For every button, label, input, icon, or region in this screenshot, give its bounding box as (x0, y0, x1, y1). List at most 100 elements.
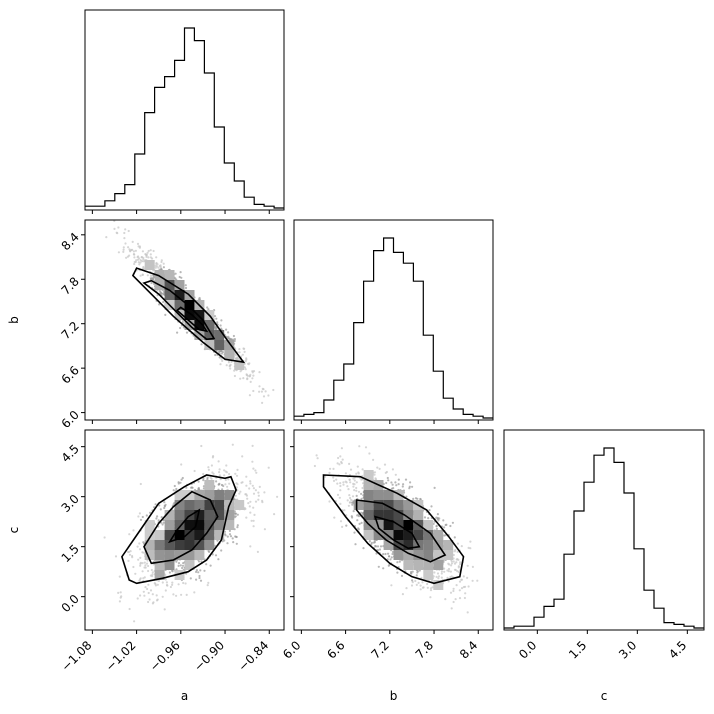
scatter-point (419, 497, 422, 501)
density-cell (214, 520, 225, 530)
density-cell (164, 270, 175, 280)
scatter-point (157, 266, 160, 269)
scatter-point (234, 354, 237, 357)
density-cell (184, 310, 195, 320)
scatter-point (219, 478, 222, 481)
histogram-line-c (504, 447, 704, 629)
scatter-point (234, 535, 237, 538)
scatter-point (228, 472, 231, 476)
scatter-point (139, 274, 142, 277)
contour-middle-c_vs_a (143, 490, 219, 565)
scatter-point (142, 590, 145, 593)
scatter-point (138, 512, 141, 515)
scatter-point (180, 463, 183, 466)
scatter-point (350, 501, 354, 504)
density-cell (184, 500, 195, 510)
scatter-point (164, 589, 167, 592)
scatter-point (273, 513, 276, 516)
scatter-point (471, 565, 474, 569)
scatter-point (236, 358, 239, 361)
scatter-point (220, 327, 223, 330)
scatter-point (113, 227, 116, 230)
scatter-point (206, 584, 209, 587)
scatter-point (149, 574, 152, 577)
density-cell (204, 540, 215, 550)
scatter-point (355, 489, 358, 492)
scatter-point (252, 519, 255, 522)
scatter-point (395, 484, 398, 487)
scatter-point (391, 552, 394, 556)
scatter-point (161, 523, 164, 526)
scatter-point (449, 524, 452, 528)
scatter-point (228, 482, 231, 485)
scatter-point (171, 583, 174, 587)
scatter-point (143, 594, 146, 597)
scatter-point (225, 464, 228, 467)
scatter-point (257, 498, 260, 501)
scatter-point (246, 374, 249, 377)
scatter-point (264, 390, 267, 393)
scatter-point (236, 513, 239, 516)
scatter-point (360, 497, 363, 500)
scatter-point (137, 255, 140, 258)
scatter-point (142, 265, 145, 269)
scatter-point (226, 542, 229, 545)
density-cell (164, 560, 175, 570)
scatter-point (385, 481, 388, 485)
scatter-point (197, 571, 200, 574)
scatter-point (451, 521, 454, 524)
scatter-point (435, 575, 438, 579)
scatter-point (119, 591, 122, 594)
histogram-c (503, 429, 705, 631)
scatter-point (238, 351, 241, 354)
scatter-point (129, 550, 132, 553)
scatter-point (177, 564, 180, 568)
scatter-point (202, 472, 205, 476)
scatter-point (220, 549, 223, 552)
scatter-point (248, 394, 251, 397)
density-cell (164, 510, 175, 520)
scatter-point (267, 394, 270, 397)
scatter-point (328, 500, 331, 503)
scatter-point (128, 553, 132, 556)
scatter-point (138, 579, 141, 582)
scatter-point (184, 582, 187, 585)
scatter-point (139, 564, 142, 567)
contour-outer-c_vs_a (121, 474, 237, 585)
scatter-point (184, 286, 188, 290)
scatter-point (151, 571, 154, 574)
scatter-point (119, 596, 122, 599)
scatter-point (342, 481, 345, 484)
scatter-point (249, 545, 252, 548)
scatter-point (234, 494, 237, 497)
panel-frame-a-a (84, 9, 285, 211)
scatter-point (248, 487, 251, 490)
scatter-point (168, 571, 171, 574)
scatter-point (123, 231, 126, 235)
scatter-point (210, 464, 213, 467)
scatter-point (347, 504, 350, 507)
scatter-point (218, 468, 221, 471)
scatter-point (382, 567, 385, 570)
scatter-point (378, 548, 382, 551)
scatter-point (243, 350, 246, 353)
scatter-point (349, 481, 352, 484)
scatter-point (356, 465, 359, 468)
scatter-point (134, 249, 137, 252)
scatter-point (147, 569, 150, 573)
density-cell (174, 290, 185, 300)
scatter-point (415, 583, 418, 587)
density-cell (194, 540, 205, 550)
scatter-point (457, 566, 460, 569)
scatter-point (426, 586, 429, 589)
scatter-point (396, 561, 399, 564)
contour-inner-b_vs_a (175, 306, 209, 333)
scatter-point (227, 331, 230, 334)
scatter-point (185, 593, 188, 597)
scatter-point (181, 564, 185, 567)
scatter-point (358, 445, 361, 448)
density-cell (154, 540, 165, 550)
scatter-point (175, 568, 178, 571)
scatter-point (242, 377, 245, 380)
scatter-point (345, 524, 348, 527)
